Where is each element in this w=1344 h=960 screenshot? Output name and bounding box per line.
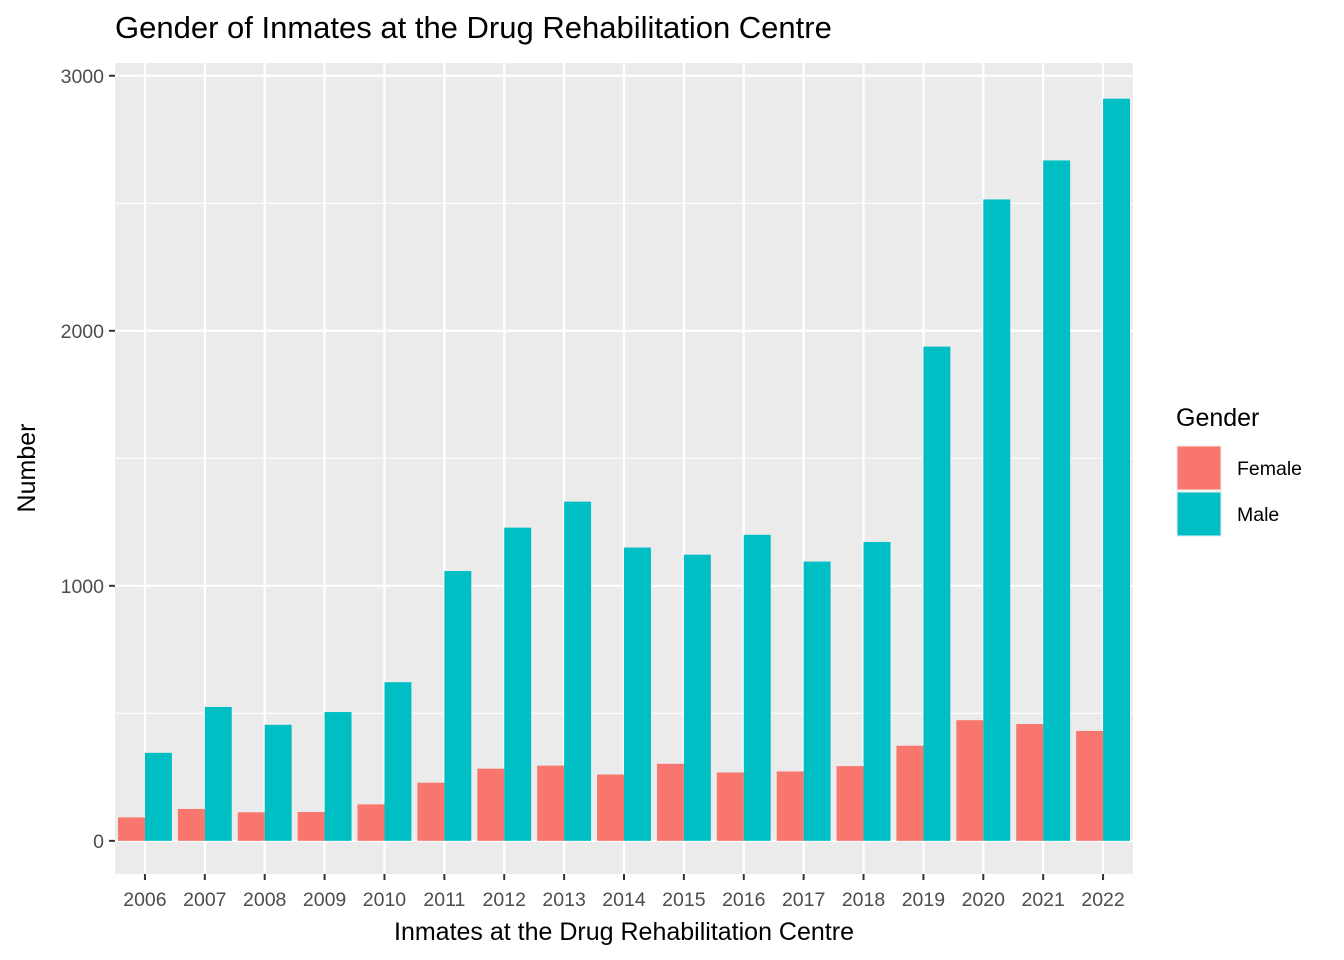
bar-male-2022: [1103, 98, 1131, 841]
bar-female-2020: [956, 720, 984, 841]
x-tick-label: 2011: [423, 889, 465, 911]
x-tick-label: 2018: [842, 889, 885, 911]
bar-female-2007: [177, 808, 205, 841]
y-axis-title: Number: [13, 424, 41, 513]
bar-female-2013: [537, 765, 565, 841]
x-tick-label: 2015: [662, 889, 706, 911]
bar-male-2011: [444, 571, 472, 841]
legend-label-male: Male: [1237, 504, 1279, 526]
bar-female-2009: [297, 812, 325, 841]
bar-male-2018: [863, 541, 891, 841]
y-tick-label: 3000: [61, 66, 105, 88]
bar-male-2008: [264, 724, 292, 841]
bar-male-2012: [504, 527, 532, 841]
bar-female-2018: [836, 766, 864, 841]
x-tick-label: 2017: [782, 889, 825, 911]
bar-male-2021: [1043, 160, 1071, 841]
bar-female-2017: [776, 771, 804, 841]
x-tick-label: 2007: [183, 889, 226, 911]
x-axis-title: Inmates at the Drug Rehabilitation Centr…: [394, 918, 854, 946]
x-tick-label: 2016: [722, 889, 765, 911]
bar-female-2021: [1016, 724, 1044, 841]
legend-swatch-male: [1177, 492, 1221, 536]
bar-male-2016: [743, 534, 771, 841]
bar-female-2016: [716, 772, 744, 841]
x-tick-label: 2019: [902, 889, 945, 911]
bar-female-2008: [237, 812, 265, 841]
x-tick-label: 2022: [1081, 889, 1124, 911]
x-tick-label: 2009: [303, 889, 346, 911]
bar-male-2020: [983, 199, 1011, 841]
bar-female-2022: [1076, 730, 1104, 841]
legend-title: Gender: [1176, 404, 1259, 432]
x-tick-label: 2012: [483, 889, 526, 911]
y-tick-label: 1000: [61, 576, 105, 598]
bar-male-2010: [384, 682, 412, 841]
legend: Gender Female Male: [1176, 404, 1302, 537]
bar-female-2012: [477, 768, 505, 841]
chart-title: Gender of Inmates at the Drug Rehabilita…: [115, 10, 832, 45]
bar-female-2010: [357, 804, 385, 841]
x-tick-label: 2010: [363, 889, 407, 911]
bar-female-2019: [896, 745, 924, 841]
x-tick-label: 2013: [542, 889, 585, 911]
bar-male-2007: [204, 706, 232, 841]
bar-female-2006: [117, 817, 145, 841]
bars: [117, 98, 1131, 841]
bar-female-2015: [656, 763, 684, 841]
bar-male-2015: [683, 554, 711, 841]
x-tick-label: 2014: [602, 889, 646, 911]
x-axis: 2006 2007 2008 2009 2010 2011 2012 2013 2014 2015…: [123, 874, 1125, 911]
bar-male-2009: [324, 712, 352, 841]
x-tick-label: 2008: [243, 889, 286, 911]
bar-female-2014: [597, 774, 624, 841]
x-tick-label: 2021: [1021, 889, 1064, 911]
bar-male-2014: [624, 547, 651, 841]
y-axis: 0 1000 2000 3000: [61, 66, 115, 853]
bar-male-2019: [923, 346, 951, 841]
y-tick-label: 0: [93, 831, 104, 853]
x-tick-label: 2020: [962, 889, 1006, 911]
bar-female-2011: [417, 782, 445, 841]
bar-male-2006: [144, 752, 172, 841]
bar-male-2013: [564, 501, 592, 841]
legend-items: Female Male: [1176, 445, 1302, 537]
legend-label-female: Female: [1237, 458, 1302, 480]
x-tick-label: 2006: [123, 889, 166, 911]
legend-swatch-female: [1177, 446, 1221, 490]
y-tick-label: 2000: [61, 321, 105, 343]
bar-male-2017: [803, 561, 831, 841]
